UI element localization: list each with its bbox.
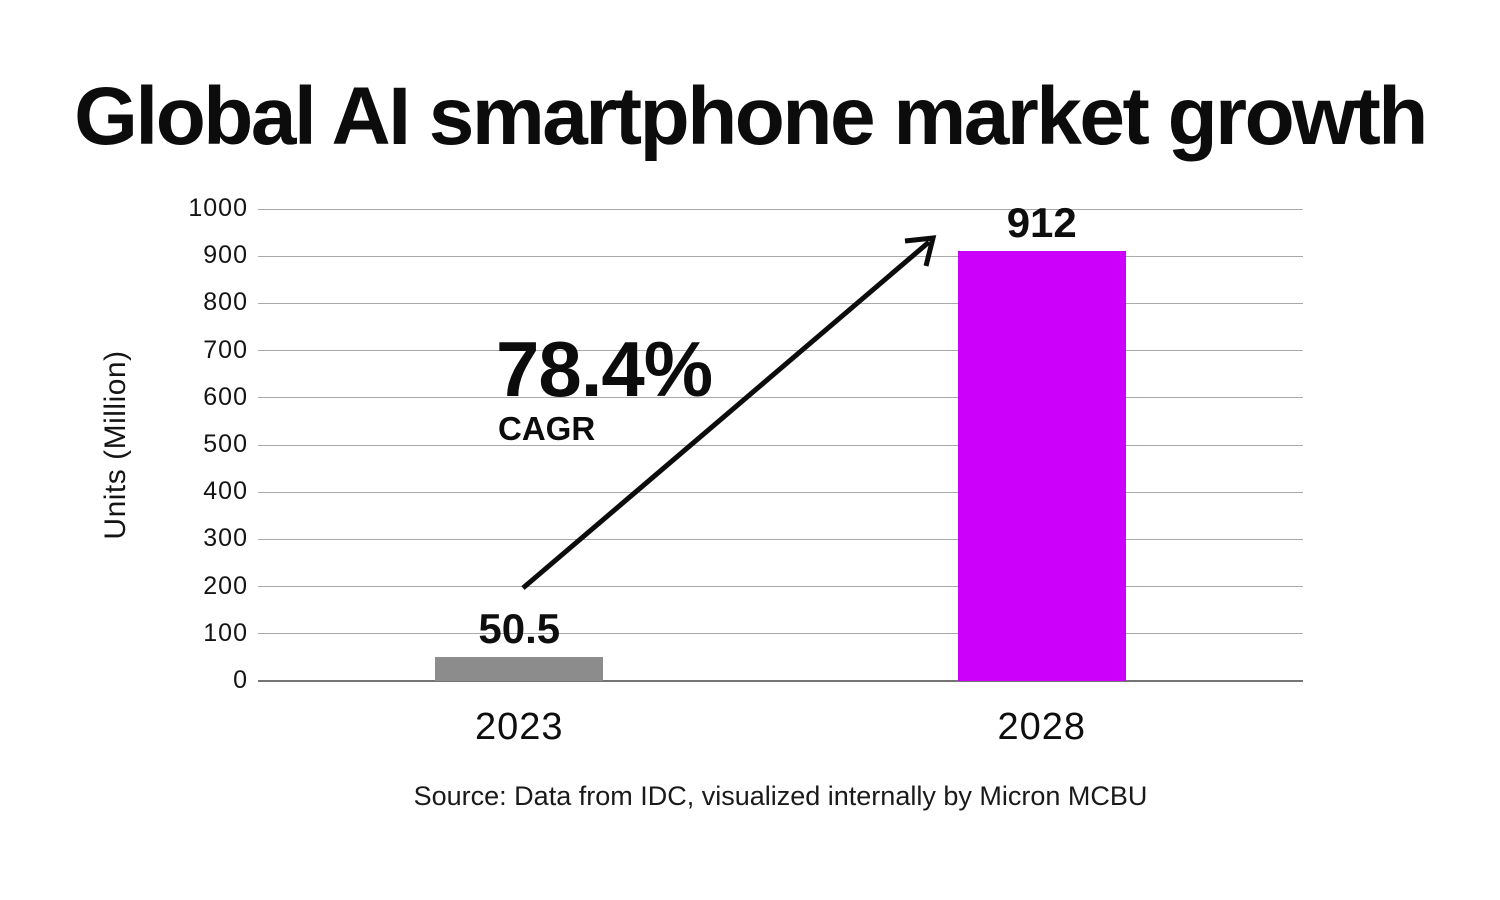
gridline-800 [258,302,1303,304]
gridline-100 [258,633,1303,635]
gridline-500 [258,444,1303,446]
x-tick-label-2023: 2023 [474,706,564,748]
y-tick-label-200: 200 [203,571,248,600]
bar-2023 [435,657,604,681]
gridline-900 [258,255,1303,257]
y-tick-label-500: 500 [203,430,248,458]
gridline-200 [258,586,1303,588]
chart-title: Global AI smartphone market growth [74,71,1428,162]
gridline-600 [258,397,1303,399]
y-tick-label-0: 0 [233,666,248,694]
gridline-700 [258,350,1303,352]
cagr-value: 78.4% [496,325,713,413]
gridline-300 [258,538,1303,540]
y-tick-label-800: 800 [203,288,248,317]
source-note: Source: Data from IDC, visualized intern… [413,781,1148,811]
y-tick-label-900: 900 [203,241,248,270]
gridline-400 [258,491,1303,493]
bar-value-label-2023: 50.5 [478,605,561,653]
x-axis-line [258,680,1303,682]
x-tick-label-2028: 2028 [997,706,1087,748]
y-tick-label-700: 700 [203,335,248,364]
bar-value-label-2028: 912 [1006,198,1077,246]
gridline-1000 [258,208,1303,210]
y-tick-label-1000: 1000 [188,194,248,222]
y-tick-label-400: 400 [203,477,248,506]
y-tick-label-600: 600 [203,382,248,411]
y-tick-label-100: 100 [203,618,248,647]
y-tick-label-300: 300 [203,524,248,553]
bar-2028 [957,250,1126,681]
cagr-label: CAGR [498,410,596,447]
